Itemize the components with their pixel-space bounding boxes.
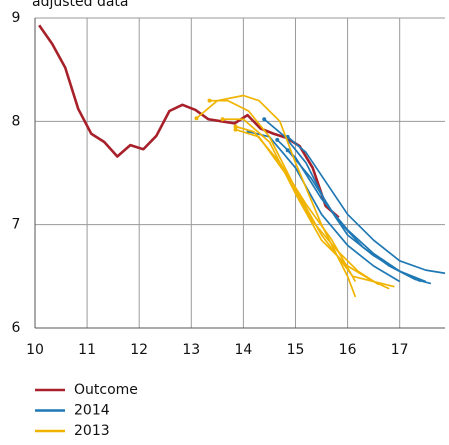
- chart-subtitle: adjusted data: [32, 0, 129, 10]
- y-tick-label: 7: [12, 217, 21, 233]
- x-tick-label: 12: [130, 342, 148, 358]
- start-point: [233, 127, 238, 132]
- start-point: [194, 116, 199, 121]
- x-tick-label: 15: [287, 342, 305, 358]
- series-line: [38, 24, 340, 219]
- y-tick-label: 9: [12, 10, 21, 26]
- legend-label: 2014: [74, 403, 110, 419]
- start-point: [262, 117, 267, 122]
- legend-label: 2013: [74, 423, 110, 439]
- start-point: [275, 137, 280, 142]
- legend-label: Outcome: [74, 382, 138, 398]
- x-tick-label: 11: [78, 342, 96, 358]
- y-tick-label: 8: [12, 113, 21, 129]
- series-line: [287, 136, 446, 275]
- series-line: [235, 125, 357, 282]
- series-line: [195, 94, 357, 298]
- start-point: [220, 117, 225, 122]
- x-tick-label: 14: [234, 342, 252, 358]
- start-point: [285, 148, 290, 153]
- x-tick-label: 13: [182, 342, 200, 358]
- x-tick-label: 17: [391, 342, 409, 358]
- x-tick-label: 10: [26, 342, 44, 358]
- x-tick-label: 16: [339, 342, 357, 358]
- series-line: [287, 149, 432, 285]
- start-point: [233, 124, 238, 129]
- start-point: [207, 98, 212, 103]
- y-tick-label: 6: [12, 320, 21, 336]
- series-line: [276, 139, 427, 283]
